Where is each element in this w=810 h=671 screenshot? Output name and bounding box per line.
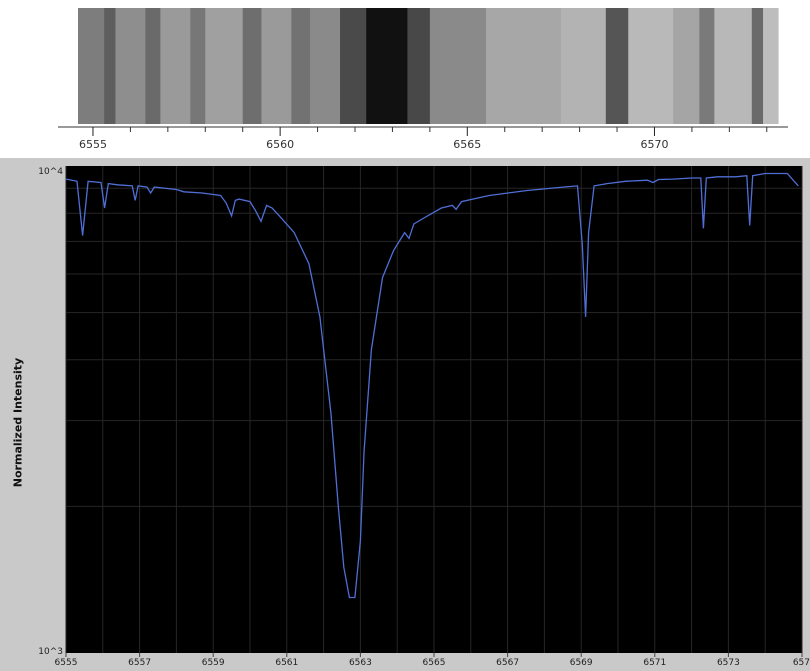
y-tick-label: 10^3 xyxy=(38,647,63,657)
x-tick-label: 6571 xyxy=(643,658,666,668)
spectrum-band xyxy=(160,8,191,124)
spectrum-band xyxy=(366,8,409,124)
spectrum-band xyxy=(291,8,311,124)
y-axis-label-box: Normalized Intensity xyxy=(8,358,28,487)
x-tick-label: 657 xyxy=(793,658,810,668)
x-tick-label: 6573 xyxy=(717,658,740,668)
spectrum-band xyxy=(699,8,715,124)
spectrum-band xyxy=(205,8,244,124)
x-tick-label: 6569 xyxy=(570,658,593,668)
spectrum-band xyxy=(628,8,674,124)
spectrum-strip: 6555 6560 6565 6570 xyxy=(58,8,788,151)
spectrum-band xyxy=(190,8,206,124)
spectrum-band xyxy=(407,8,431,124)
x-tick-label: 6567 xyxy=(496,658,519,668)
spectrum-band xyxy=(104,8,117,124)
spectrum-band xyxy=(751,8,764,124)
spectrum-band xyxy=(605,8,629,124)
spectrum-band xyxy=(714,8,753,124)
spectrum-band xyxy=(261,8,292,124)
x-tick-label: 6557 xyxy=(128,658,151,668)
spectrum-band xyxy=(242,8,263,124)
intensity-plot: 6555 6557 6559 6561 6563 6565 6567 6569 6571 6573… xyxy=(38,166,810,668)
x-tick-label: 6559 xyxy=(202,658,225,668)
x-tick-label: 6561 xyxy=(275,658,298,668)
spectrum-band xyxy=(115,8,146,124)
spectrum-band xyxy=(763,8,779,124)
spectrum-band xyxy=(145,8,161,124)
spectrum-strip-bands xyxy=(78,8,779,124)
plot-y-ticks: 10^4 10^3 xyxy=(38,167,63,657)
intensity-series-line xyxy=(65,172,799,599)
y-tick-label: 10^4 xyxy=(38,167,63,177)
spectrum-band xyxy=(310,8,341,124)
spectrum-strip-panel: 6555 6560 6565 6570 xyxy=(58,0,788,158)
x-tick-label: 6563 xyxy=(349,658,372,668)
strip-tick-label: 6555 xyxy=(79,138,107,151)
spectrum-strip-ticks: 6555 6560 6565 6570 xyxy=(79,127,768,151)
plot-grid xyxy=(65,166,803,653)
spectrum-band xyxy=(560,8,607,124)
spectrum-band xyxy=(429,8,487,124)
x-tick-label: 6565 xyxy=(423,658,446,668)
strip-tick-label: 6565 xyxy=(453,138,481,151)
y-axis-label: Normalized Intensity xyxy=(11,357,25,488)
strip-tick-label: 6570 xyxy=(640,138,668,151)
strip-tick-label: 6560 xyxy=(266,138,294,151)
spectrum-band xyxy=(486,8,562,124)
spectrum-band xyxy=(78,8,105,124)
x-tick-label: 6555 xyxy=(55,658,78,668)
spectrum-band xyxy=(673,8,700,124)
plot-x-ticks: 6555 6557 6559 6561 6563 6565 6567 6569 6571 6573… xyxy=(55,653,810,668)
spectrum-band xyxy=(340,8,367,124)
intensity-plot-panel: 6555 6557 6559 6561 6563 6565 6567 6569 6571 6573… xyxy=(0,158,810,671)
